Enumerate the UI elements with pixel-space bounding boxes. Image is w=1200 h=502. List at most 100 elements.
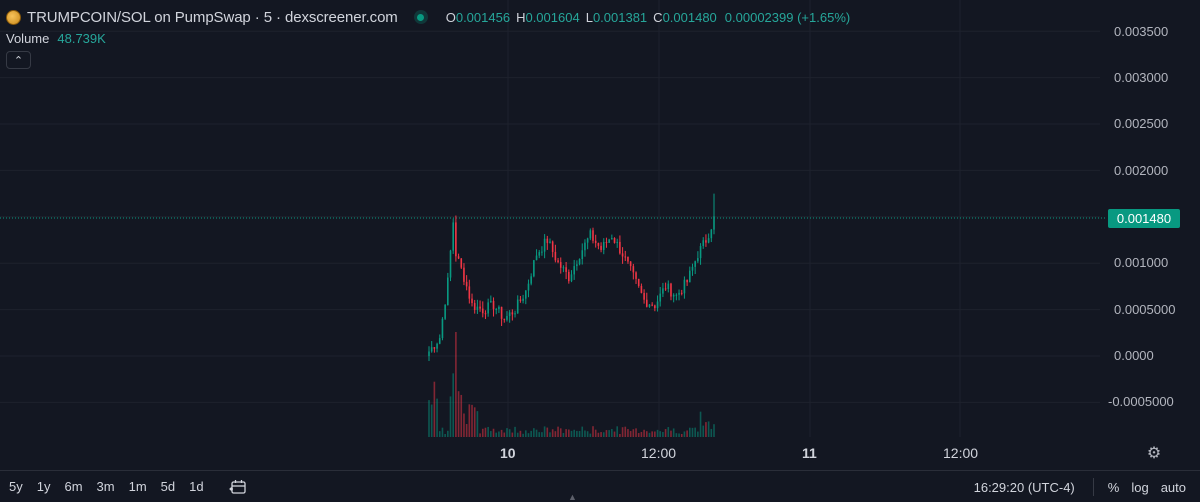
- candle-body: [538, 252, 541, 256]
- candle-body: [449, 250, 452, 278]
- time-axis-tick: 10: [500, 445, 516, 461]
- volume-bar: [678, 433, 680, 437]
- candle-body: [648, 304, 651, 307]
- volume-bar: [697, 431, 699, 437]
- volume-bar: [490, 431, 492, 437]
- volume-bar: [648, 432, 651, 437]
- timezone-clock[interactable]: 16:29:20 (UTC-4): [973, 479, 1075, 495]
- candle-body: [675, 294, 678, 296]
- range-1y-button[interactable]: 1y: [36, 479, 51, 494]
- range-1m-button[interactable]: 1m: [128, 479, 147, 494]
- candle-body: [570, 274, 573, 282]
- volume-bar: [559, 428, 562, 437]
- chevron-up-icon: ⌃: [13, 54, 24, 67]
- volume-bar: [463, 413, 465, 437]
- volume-bar: [651, 431, 653, 437]
- range-1d-button[interactable]: 1d: [189, 479, 204, 494]
- volume-bar: [495, 432, 498, 437]
- volume-bar: [457, 391, 460, 437]
- volume-bar: [702, 425, 705, 437]
- volume-bar: [656, 429, 659, 437]
- volume-bar: [570, 430, 573, 437]
- candle-body: [581, 250, 584, 259]
- range-3m-button[interactable]: 3m: [96, 479, 115, 494]
- candle-body: [457, 256, 460, 259]
- candle-body: [656, 301, 659, 309]
- auto-scale-toggle[interactable]: auto: [1160, 479, 1186, 495]
- divider: [1092, 478, 1094, 496]
- candle-body: [584, 242, 586, 251]
- candle-body: [473, 303, 476, 310]
- candle-body: [508, 312, 511, 316]
- volume-bar: [707, 421, 710, 437]
- candle-body: [659, 293, 662, 302]
- volume-bar: [551, 429, 554, 437]
- volume-bar: [675, 433, 678, 437]
- candle-body: [643, 292, 645, 300]
- percent-scale-toggle[interactable]: %: [1107, 479, 1120, 495]
- scale-controls: 16:29:20 (UTC-4) % log auto: [974, 471, 1192, 502]
- candle-body: [651, 304, 653, 306]
- candle-body: [436, 343, 438, 349]
- candle-body: [680, 292, 683, 294]
- candle-body: [688, 270, 691, 283]
- candle-body: [568, 271, 570, 282]
- candle-body: [533, 260, 535, 277]
- volume-bar: [654, 431, 656, 437]
- collapse-legend-button[interactable]: ⌃: [6, 51, 31, 69]
- candle-body: [430, 347, 433, 352]
- volume-bar: [511, 432, 514, 437]
- volume-bar: [447, 430, 449, 437]
- volume-bar: [554, 431, 557, 437]
- volume-bar: [705, 422, 707, 437]
- volume-bar: [627, 429, 629, 437]
- volume-bar: [455, 332, 457, 437]
- candle-body: [468, 286, 471, 299]
- range-selector: 5y 1y 6m 3m 1m 5d 1d: [2, 475, 211, 499]
- candle-body: [503, 318, 506, 320]
- candle-body: [479, 306, 481, 309]
- volume-bar: [498, 431, 500, 437]
- volume-bar: [519, 430, 522, 437]
- candle-body: [670, 283, 672, 297]
- volume-bar: [710, 428, 713, 437]
- volume-bar: [683, 431, 686, 437]
- time-axis-tick: 12:00: [641, 445, 677, 461]
- volume-bar: [688, 427, 691, 437]
- price-axis-tick: -0.0005000: [1108, 394, 1174, 409]
- candle-body: [686, 279, 688, 283]
- candle-body: [463, 267, 465, 282]
- volume-bar: [662, 431, 664, 437]
- volume-bar: [589, 433, 592, 437]
- volume-legend: Volume 48.739K: [6, 31, 106, 46]
- volume-bar: [541, 432, 543, 437]
- volume-bar: [632, 429, 635, 437]
- volume-bar: [452, 373, 455, 437]
- volume-bar: [441, 427, 444, 437]
- go-to-date-calendar-icon[interactable]: [228, 478, 247, 496]
- chart-settings-gear-icon[interactable]: ⚙: [1146, 445, 1162, 462]
- volume-bar: [503, 432, 506, 437]
- current-price-tag: 0.001480: [1108, 209, 1180, 228]
- candle-body: [530, 276, 532, 284]
- range-5y-button[interactable]: 5y: [9, 479, 23, 494]
- price-axis-tick: 0.003000: [1114, 70, 1169, 85]
- candle-body: [637, 278, 640, 286]
- candle-body: [481, 308, 484, 314]
- range-5d-button[interactable]: 5d: [160, 479, 176, 494]
- log-scale-toggle[interactable]: log: [1131, 479, 1149, 495]
- candle-body: [713, 216, 715, 230]
- range-6m-button[interactable]: 6m: [64, 479, 83, 494]
- volume-bar: [428, 400, 430, 437]
- scroll-up-arrow-icon[interactable]: ▲: [568, 492, 577, 502]
- candle-body: [635, 272, 637, 279]
- volume-bar: [594, 429, 597, 437]
- candle-body: [516, 299, 519, 314]
- candle-body: [589, 230, 592, 239]
- volume-bar: [465, 423, 468, 437]
- volume-bar: [637, 433, 640, 437]
- candle-body: [460, 258, 463, 268]
- volume-bar: [506, 428, 508, 437]
- candle-body: [645, 299, 648, 307]
